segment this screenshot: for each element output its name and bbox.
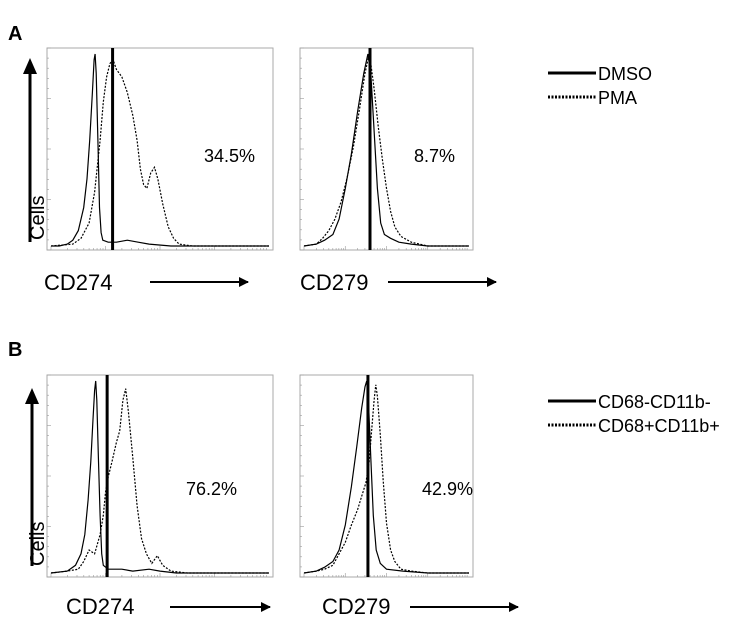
panel-letter: A [8,23,22,45]
percent-label: 76.2% [186,479,237,499]
plot-frame [299,47,474,251]
legend: DMSO PMA [548,64,652,108]
dashed-histogram-line [303,384,469,574]
y-axis-label: Cells [27,522,49,566]
x-axis-label: CD274 [44,270,112,295]
solid-histogram-line [50,380,269,574]
panel-b: B Cells 76.2% CD274 42.9% CD279 [8,339,720,619]
x-axis-label: CD274 [66,594,134,619]
plot-frame [299,374,474,578]
dashed-histogram-line [50,388,269,574]
y-axis-arrow [23,58,37,242]
dashed-histogram-line [50,58,269,247]
percent-label: 34.5% [204,146,255,166]
panel-a: A Cells 34.5% CD274 8.7% CD279 [8,23,652,295]
y-axis-label: Cells [27,196,49,240]
panel-letter: B [8,339,22,361]
solid-histogram-line [51,53,269,247]
axis-ticks [47,374,267,578]
solid-histogram-line [303,380,469,574]
histogram-plot-b-cd274: 76.2% [46,374,274,578]
x-axis-label: CD279 [322,594,390,619]
axis-ticks [300,374,468,578]
percent-label: 42.9% [422,479,473,499]
dashed-histogram-line [303,55,469,247]
histogram-plot-b-cd279: 42.9% [299,374,474,578]
axis-ticks [47,47,267,251]
legend-label: DMSO [598,64,652,84]
y-axis-arrow [25,388,39,566]
percent-label: 8.7% [414,146,455,166]
legend-label: PMA [598,88,637,108]
legend-label: CD68+CD11b+ [598,416,720,436]
legend: CD68-CD11b- CD68+CD11b+ [548,392,720,436]
legend-label: CD68-CD11b- [598,392,711,412]
histogram-plot-a-cd279: 8.7% [299,47,474,251]
histogram-plot-a-cd274: 34.5% [46,47,274,251]
x-axis-label: CD279 [300,270,368,295]
plot-frame [46,374,274,578]
